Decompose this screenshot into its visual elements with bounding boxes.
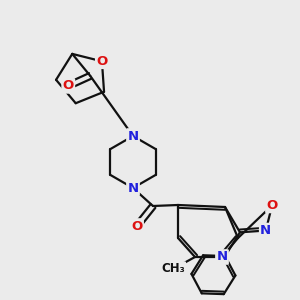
Text: O: O — [96, 55, 107, 68]
Text: CH₃: CH₃ — [161, 262, 185, 275]
Text: N: N — [128, 182, 139, 194]
Text: N: N — [216, 250, 228, 263]
Text: N: N — [128, 130, 139, 142]
Text: O: O — [266, 199, 278, 212]
Text: N: N — [260, 224, 271, 237]
Text: O: O — [131, 220, 142, 232]
Text: O: O — [63, 80, 74, 92]
